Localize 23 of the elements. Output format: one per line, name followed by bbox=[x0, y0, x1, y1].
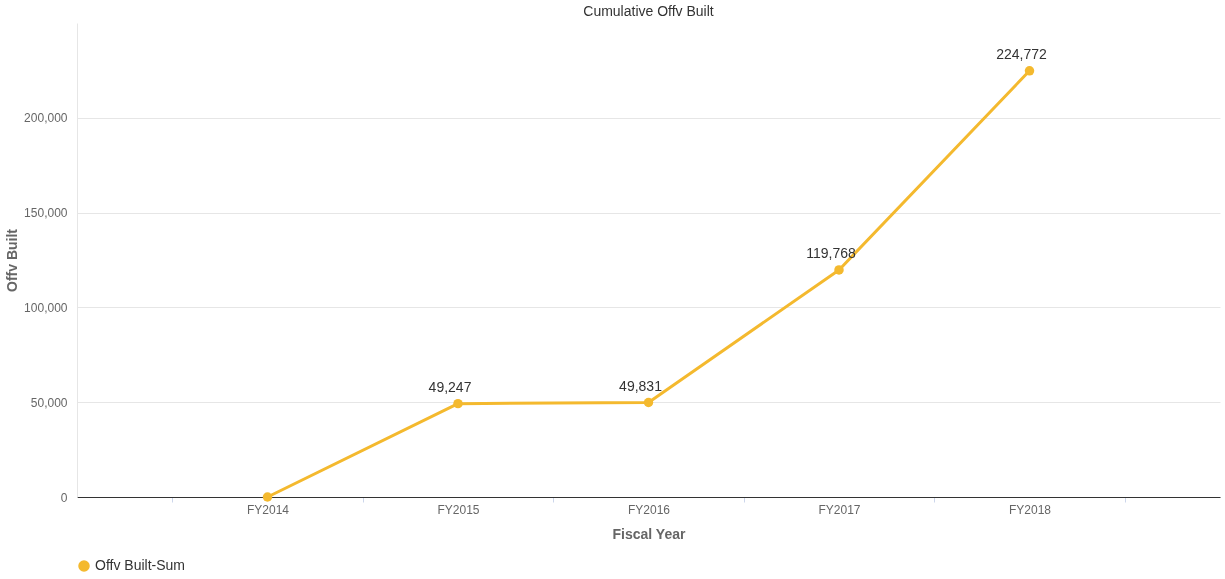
point bbox=[643, 397, 654, 408]
x-tick-label: FY2016 bbox=[627, 502, 671, 517]
x-tick-label: FY2014 bbox=[246, 502, 290, 517]
legend-label: Offv Built-Sum bbox=[95, 557, 185, 573]
x-tick-label: FY2017 bbox=[818, 502, 861, 517]
data-label: 119,768 bbox=[806, 244, 856, 261]
y-tick-label: 50,000 bbox=[30, 395, 68, 410]
point bbox=[262, 492, 273, 502]
y-axis-title: Offv Built bbox=[4, 228, 21, 292]
data-label: 224,772 bbox=[996, 45, 1048, 62]
y-tick-label: 100,000 bbox=[24, 300, 68, 315]
point bbox=[453, 398, 463, 409]
data-label: 49,831 bbox=[619, 377, 663, 394]
x-tick-label: FY2018 bbox=[1008, 502, 1052, 517]
x-axis-title: Fiscal Year bbox=[612, 525, 686, 542]
y-tick-label: 150,000 bbox=[24, 206, 68, 221]
y-tick-label: 0 bbox=[60, 490, 68, 505]
y-tick-label: 200,000 bbox=[24, 111, 68, 126]
point bbox=[1024, 66, 1035, 76]
x-tick-label: FY2015 bbox=[437, 502, 480, 517]
chart-title: Cumulative Offv Built bbox=[583, 3, 714, 19]
data-label: 49,247 bbox=[428, 378, 472, 395]
point bbox=[834, 265, 844, 275]
